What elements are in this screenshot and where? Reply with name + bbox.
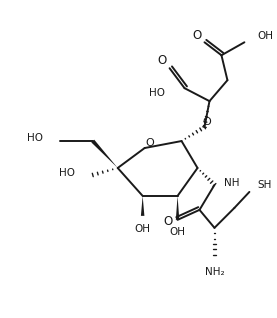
- Text: HO: HO: [59, 168, 75, 178]
- Text: OH: OH: [257, 31, 273, 41]
- Text: NH₂: NH₂: [205, 267, 224, 277]
- Text: O: O: [163, 215, 172, 228]
- Text: O: O: [192, 29, 201, 42]
- Polygon shape: [176, 196, 179, 220]
- Text: SH: SH: [257, 180, 272, 190]
- Text: NH: NH: [224, 178, 240, 188]
- Text: HO: HO: [27, 133, 43, 143]
- Text: O: O: [145, 138, 154, 148]
- Polygon shape: [91, 140, 118, 168]
- Text: HO: HO: [148, 88, 165, 98]
- Polygon shape: [141, 196, 144, 216]
- Text: O: O: [157, 54, 166, 67]
- Text: OH: OH: [170, 227, 186, 237]
- Text: OH: OH: [135, 224, 151, 234]
- Text: O: O: [202, 117, 211, 127]
